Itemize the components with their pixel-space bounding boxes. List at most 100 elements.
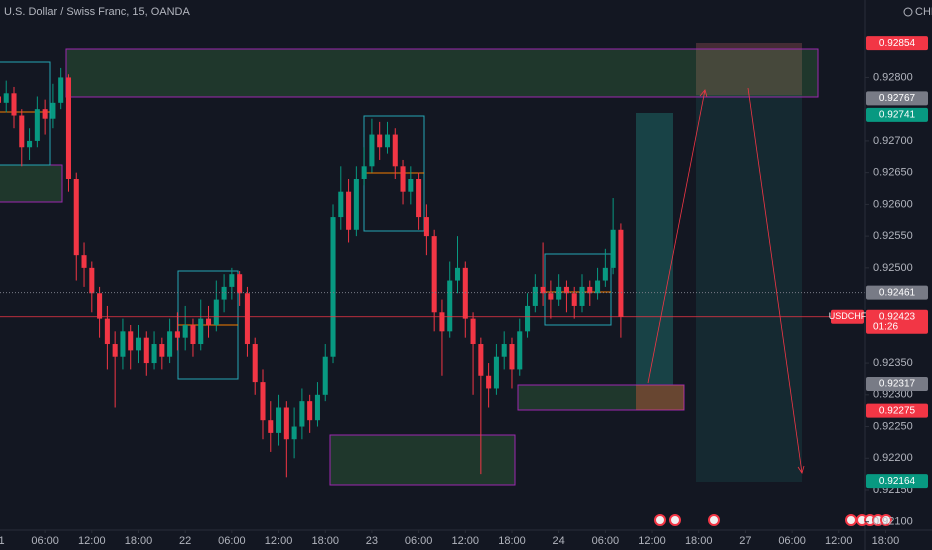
range-box [0,61,51,166]
x-tick-label: 06:00 [405,535,433,547]
candle-body [439,312,445,332]
candle-body [330,217,336,357]
currency-label[interactable]: CHF [915,6,932,18]
x-tick-label: 18:00 [498,535,526,547]
y-tick-label: 0.92100 [873,516,913,528]
event-icon [654,514,666,526]
currency-icon[interactable] [903,7,913,17]
candle-body [392,134,398,167]
candle-body [525,305,531,332]
price-badge [866,403,928,418]
candle-body [143,337,149,364]
zone [0,164,63,203]
candle-body [454,267,461,281]
event-icon [669,514,681,526]
candle-body [291,426,297,440]
candle-body [283,407,289,440]
candle-body [205,318,212,325]
candle-body [252,344,258,383]
candle-body [400,166,406,192]
last-price-label: 0.92423 [879,311,916,322]
candle-body [486,375,492,389]
event-icon [880,514,892,526]
candle-body [377,134,383,148]
candle-body [509,344,515,370]
candle-body [65,77,71,179]
candle-body [97,293,103,319]
supply-zone [65,48,819,98]
symbol-badge [831,309,864,324]
x-tick-label: 12:00 [638,535,666,547]
last-price-badge [866,309,928,334]
candle-body [314,394,320,421]
arrow-head [797,465,805,474]
long-position-stop [636,385,684,410]
candle-body [579,286,585,306]
y-tick-label: 0.92300 [873,389,913,401]
candle-body [0,96,1,103]
candle-body [34,109,40,141]
candle-body [540,286,546,294]
y-tick-label: 0.92700 [873,135,913,147]
candle-body [244,293,250,345]
x-tick-label: 12:00 [78,535,106,547]
candle-body [299,401,305,427]
price-badge-label: 0.92854 [879,38,916,49]
time-axis [0,530,865,550]
price-badge [866,285,928,300]
x-tick-label: 06:00 [778,535,806,547]
candle-body [517,331,523,370]
x-tick-label: 18:00 [311,535,339,547]
symbol-label: USDCHF [829,311,867,321]
candle-body [353,178,359,230]
x-tick-label: 06:00 [218,535,246,547]
candle-body [571,293,577,306]
candle-body [27,140,33,148]
candle-body [159,344,165,357]
price-badge [866,377,928,392]
candle-body [447,280,453,332]
price-badge-label: 0.92275 [879,405,916,416]
short-position-stop [696,43,802,95]
price-badge [866,474,928,489]
price-badge-label: 0.92741 [879,110,916,121]
candle-body [260,382,266,421]
candle-body [361,166,367,179]
candle-body [493,356,499,389]
price-badge [866,36,928,51]
x-tick-label: 12:00 [265,535,293,547]
candle-body [563,286,569,294]
candles [0,67,624,478]
x-tick-label: 27 [739,535,751,547]
candle-body [167,331,173,357]
axis-labels: 0.921000.921500.922000.922500.923000.923… [0,36,928,547]
candle-body [610,229,616,268]
candle-body [221,286,227,300]
candle-body [81,255,87,268]
candle-body [431,236,437,313]
candle-body [112,344,118,357]
countdown: 01:26 [873,321,898,332]
candle-body [42,109,48,119]
y-tick-label: 0.92200 [873,452,913,464]
short-position-target [696,43,802,482]
candle-body [190,324,196,345]
candle-body [104,318,110,345]
candle-body [532,286,538,306]
x-tick-label: 22 [179,535,191,547]
x-tick-label: 21 [0,535,5,547]
y-tick-label: 0.92500 [873,262,913,274]
price-badge [866,91,928,106]
candle-body [369,134,375,167]
candle-body [423,217,429,237]
candle-body [213,299,219,325]
event-icons [654,514,892,526]
candle-body [556,286,562,300]
candle-body [268,420,274,433]
candle-body [229,274,235,287]
x-tick-label: 18:00 [872,535,900,547]
candle-body [50,102,56,119]
candle-body [384,134,391,148]
drawings [0,43,819,486]
candle-body [602,267,608,281]
